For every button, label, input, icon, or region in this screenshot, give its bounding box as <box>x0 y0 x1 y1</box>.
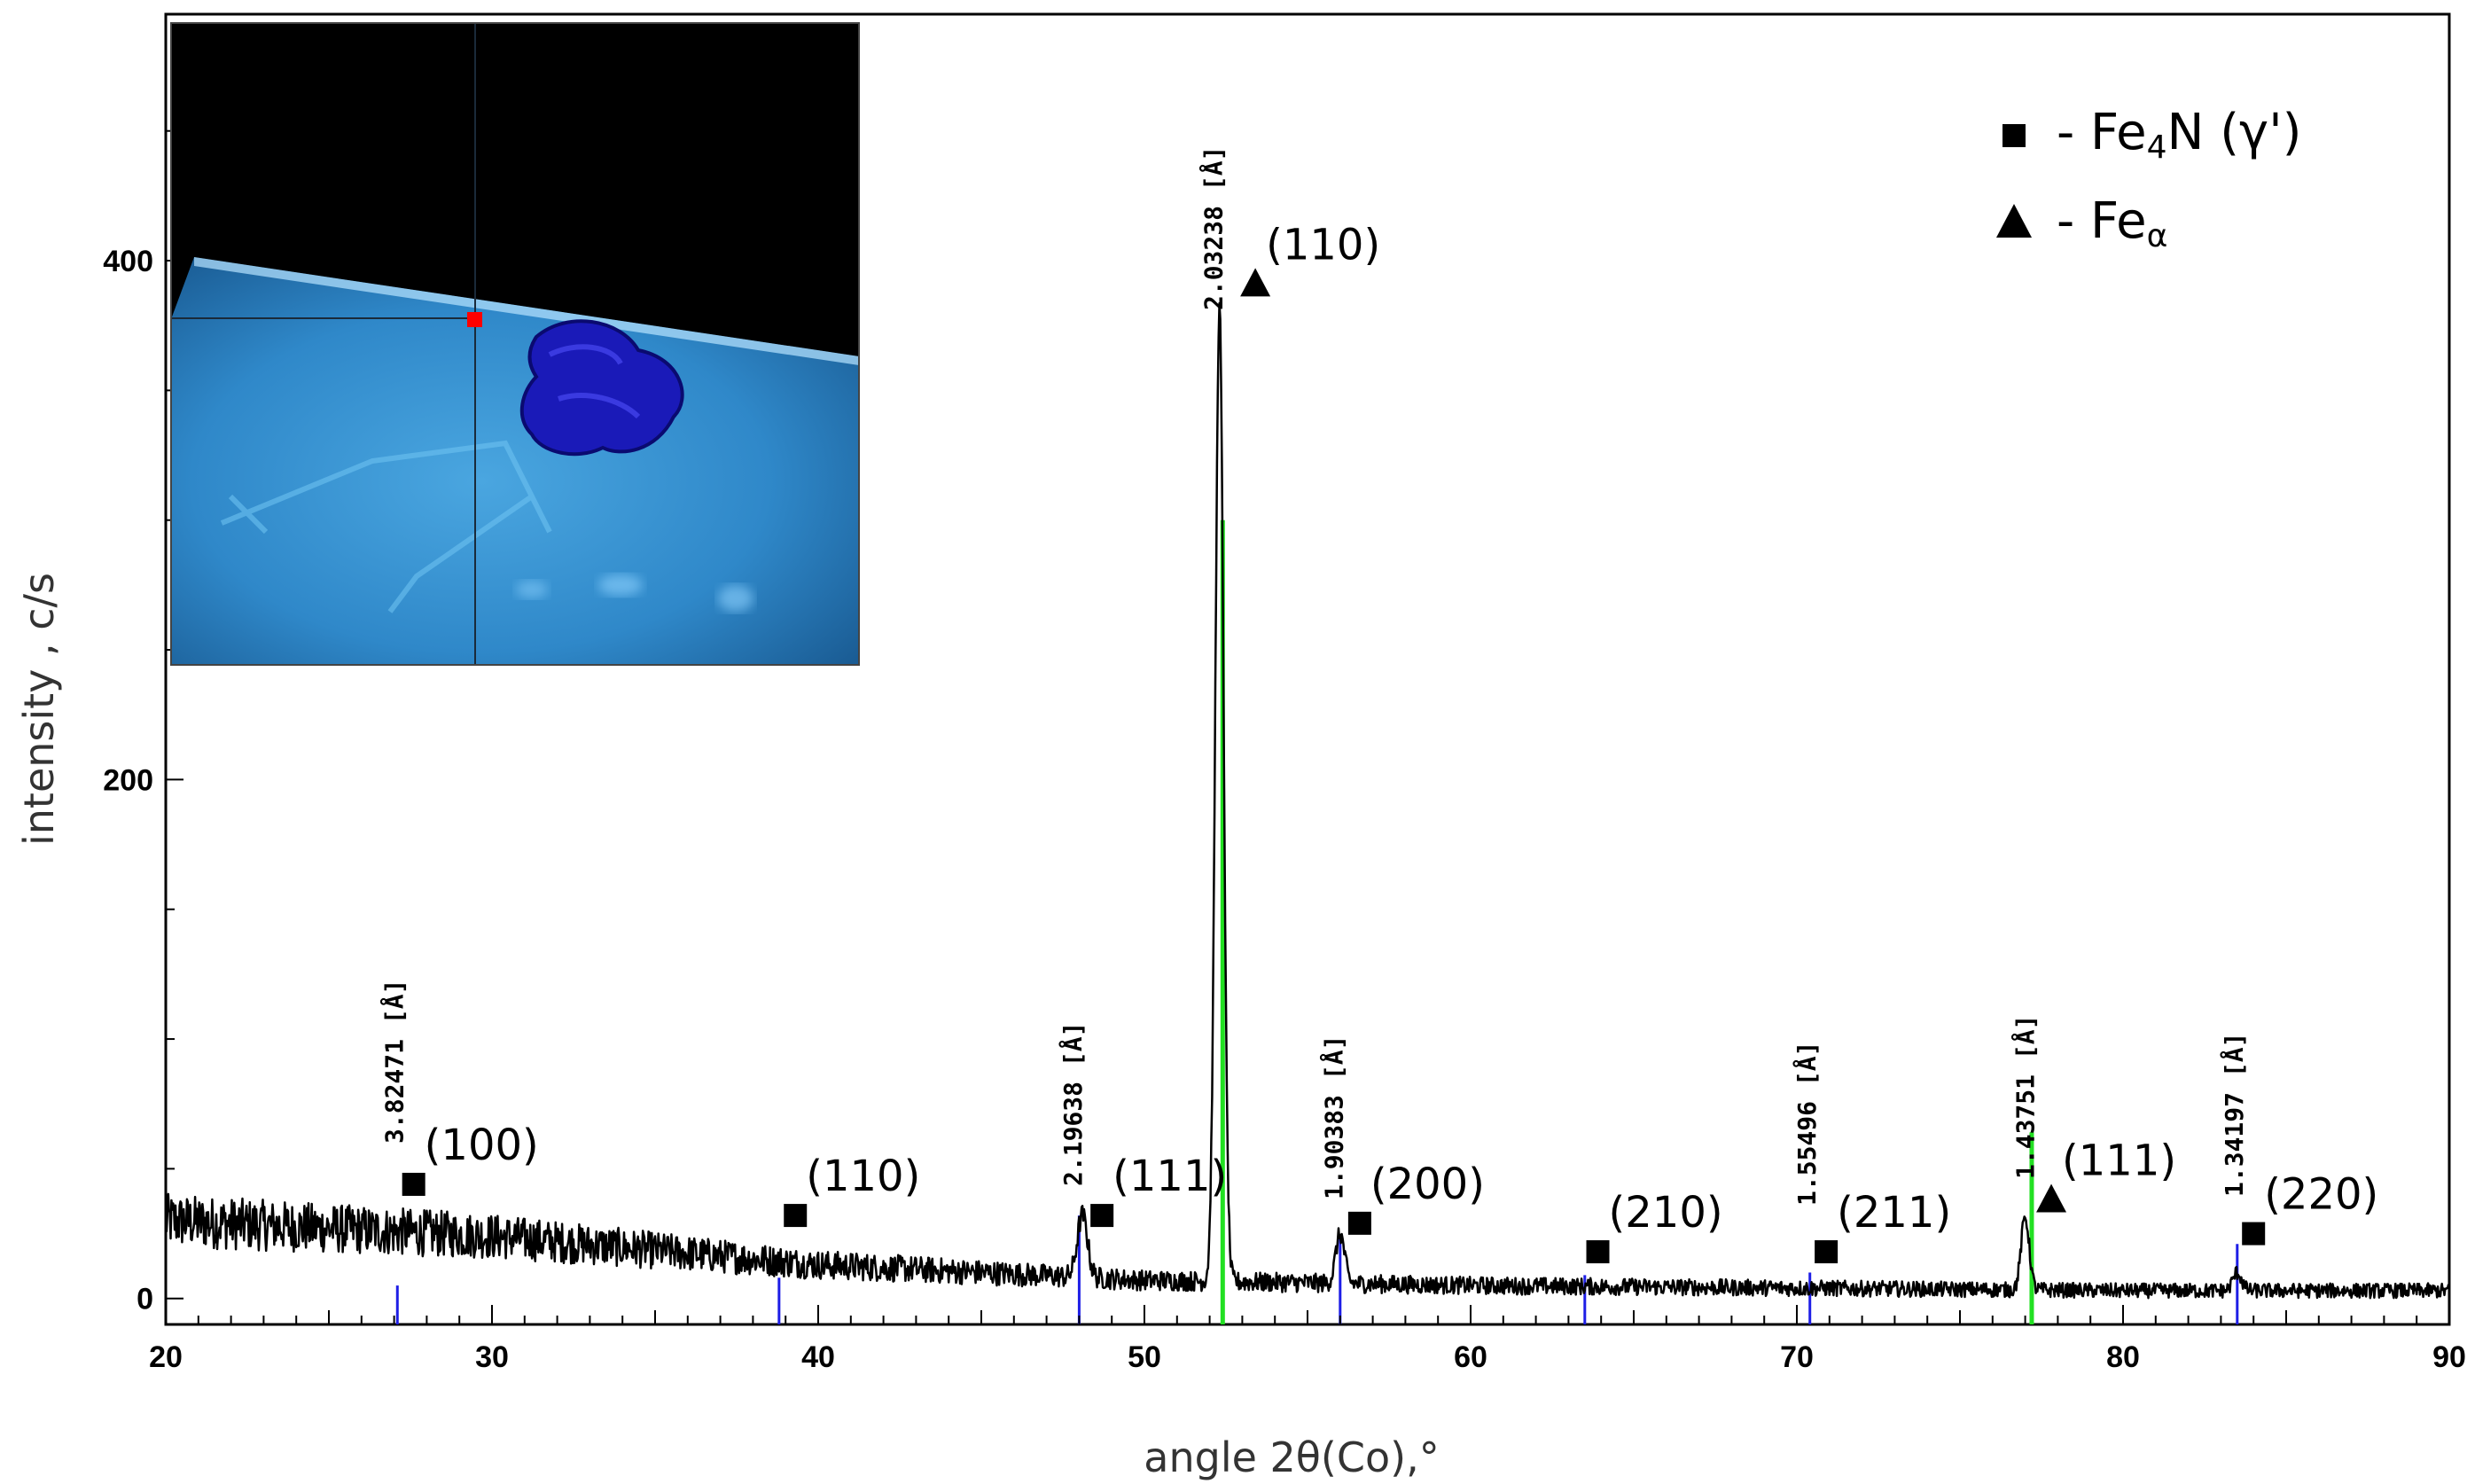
fe4n-square-marker <box>784 1204 808 1228</box>
y-tick-label: 200 <box>103 763 153 797</box>
d-spacing-label: 1.43751 [Å] <box>2010 1015 2041 1179</box>
x-tick-label: 40 <box>801 1340 835 1374</box>
hkl-label: (210) <box>1609 1188 1723 1238</box>
fe4n-square-marker <box>1815 1240 1839 1264</box>
x-tick-label: 30 <box>475 1340 509 1374</box>
inset-marker <box>467 312 482 327</box>
spectrum-line <box>164 301 2450 1300</box>
legend-square-icon <box>2002 124 2026 147</box>
inset-particle <box>519 319 684 457</box>
x-tick-label: 80 <box>2106 1340 2140 1374</box>
hkl-label: (220) <box>2264 1170 2378 1220</box>
y-axis-title: intensity , c/s <box>15 573 63 846</box>
hkl-label: (111) <box>2062 1136 2176 1186</box>
fealpha-triangle-marker <box>1240 268 1271 297</box>
d-spacing-label: 1.34197 [Å] <box>2219 1033 2249 1197</box>
fe4n-square-marker <box>1090 1204 1114 1228</box>
y-tick-label: 400 <box>103 245 153 278</box>
hkl-label: (110) <box>806 1152 920 1201</box>
x-tick-label: 20 <box>149 1340 183 1374</box>
x-tick-label: 90 <box>2432 1340 2466 1374</box>
fe4n-square-marker <box>1586 1240 1610 1264</box>
x-axis-title: angle 2θ(Co),° <box>1144 1433 1439 1481</box>
d-spacing-label: 1.90383 [Å] <box>1318 1035 1348 1199</box>
hkl-label: (111) <box>1112 1152 1227 1201</box>
d-spacing-label: 2.19638 [Å] <box>1058 1022 1088 1186</box>
fe4n-square-marker <box>1347 1211 1371 1235</box>
hkl-label: (200) <box>1370 1160 1485 1209</box>
x-tick-label: 70 <box>1780 1340 1814 1374</box>
hkl-label: (110) <box>1266 220 1380 269</box>
d-spacing-label: 1.55496 [Å] <box>1792 1042 1822 1206</box>
annotations: 3.82471 [Å] 2.19638 [Å] 2.03238 [Å] 1.90383… <box>379 146 2378 1264</box>
spectrum-series <box>164 301 2450 1300</box>
inset-micrograph <box>170 22 860 666</box>
legend-label-fe4n: - Fe4N (γ') <box>2057 104 2301 166</box>
legend-label-fealpha: - Feα <box>2057 192 2167 254</box>
d-spacing-label: 2.03238 [Å] <box>1198 146 1228 310</box>
y-tick-label: 0 <box>137 1283 153 1316</box>
fe4n-square-marker <box>402 1172 425 1196</box>
x-tick-label: 50 <box>1128 1340 1161 1374</box>
hkl-label: (211) <box>1837 1188 1951 1238</box>
hkl-label: (100) <box>425 1121 539 1170</box>
legend-triangle-icon <box>1996 204 2032 238</box>
d-spacing-label: 3.82471 [Å] <box>379 980 410 1144</box>
fe4n-square-marker <box>2242 1222 2266 1246</box>
x-tick-label: 60 <box>1454 1340 1487 1374</box>
fealpha-triangle-marker <box>2036 1183 2067 1213</box>
legend: - Fe4N (γ') - Feα <box>1996 104 2301 254</box>
